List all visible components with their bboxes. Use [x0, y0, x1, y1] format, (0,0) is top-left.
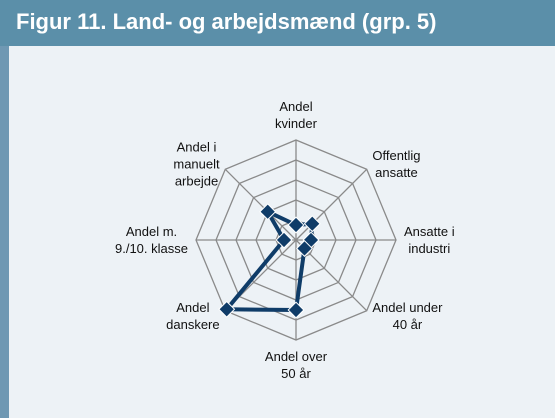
category-label: Andel m. 9./10. klasse — [115, 224, 188, 256]
data-point — [218, 300, 236, 318]
data-point — [287, 301, 305, 319]
data-point — [296, 239, 313, 257]
header: Figur 11. Land- og arbejdsmænd (grp. 5) — [0, 0, 555, 46]
data-point — [303, 215, 321, 233]
data-point — [287, 216, 305, 234]
axis-spoke — [224, 168, 297, 241]
category-label: Andel i manuelt arbejde — [173, 139, 220, 189]
axis-spoke — [295, 168, 368, 241]
category-label: Offentlig ansatte — [372, 147, 421, 180]
category-label: Andel danskere — [166, 300, 220, 333]
data-point — [275, 231, 293, 249]
chart-title: Figur 11. Land- og arbejdsmænd (grp. 5) — [16, 9, 437, 34]
category-label: Andel kvinder — [275, 99, 317, 131]
category-label: Andel under 40 år — [372, 300, 443, 333]
category-label: Ansatte i industri — [404, 224, 455, 256]
category-label: Andel over 50 år — [264, 349, 328, 381]
data-point — [259, 203, 277, 221]
side-strip — [0, 46, 9, 418]
